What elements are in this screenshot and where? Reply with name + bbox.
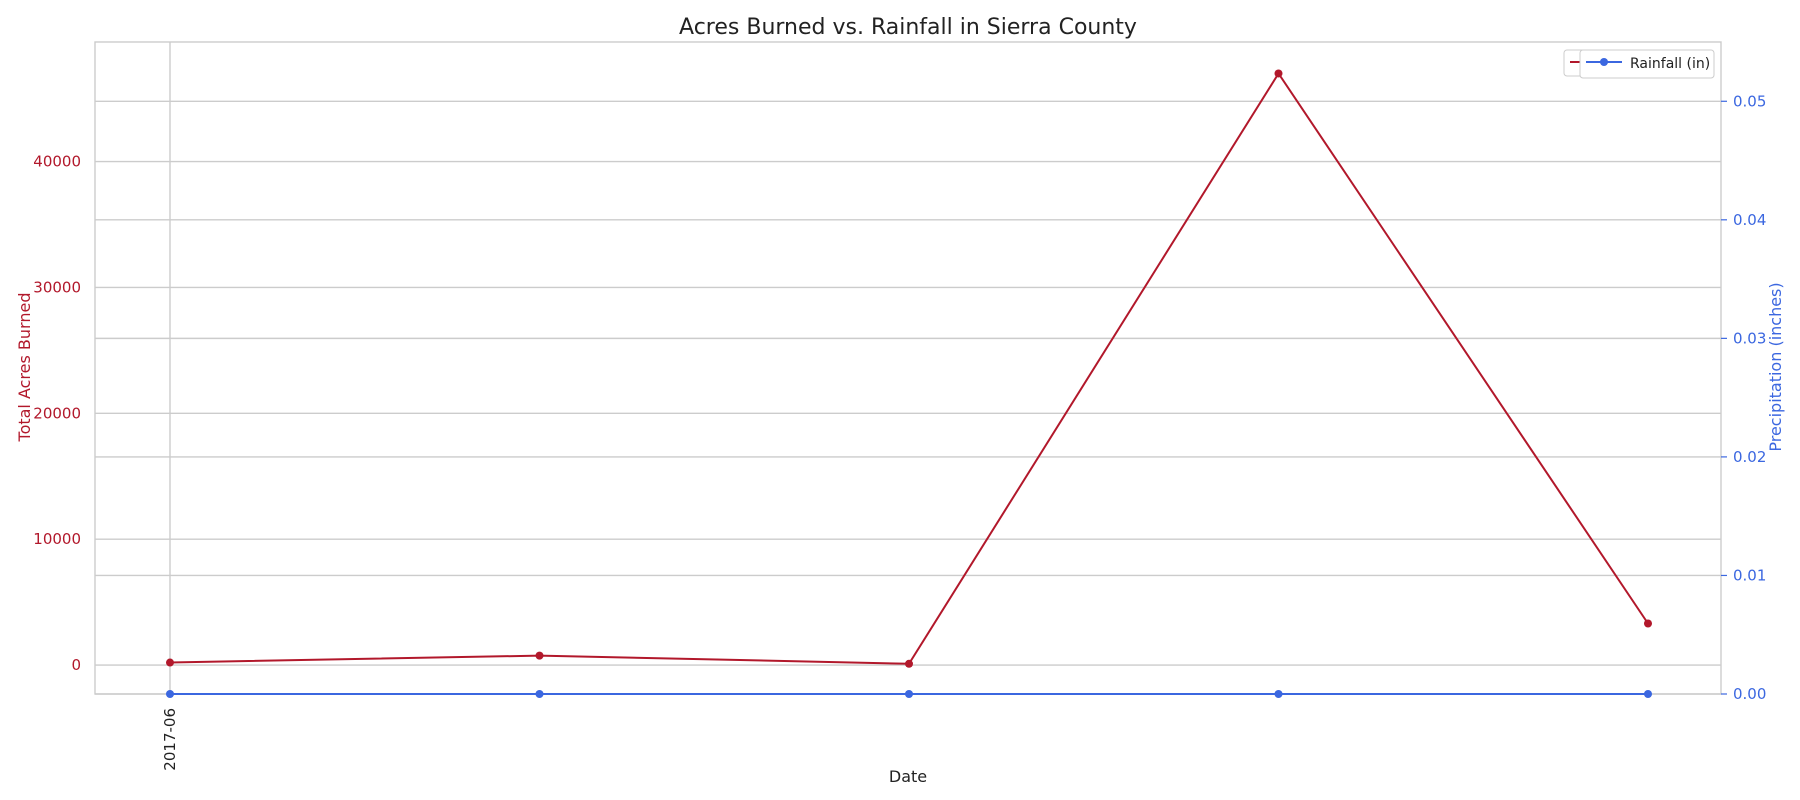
y-left-tick-label: 20000	[33, 404, 81, 422]
data-point-right	[535, 690, 544, 698]
chart-title: Acres Burned vs. Rainfall in Sierra Coun…	[679, 15, 1137, 40]
legend-right-marker	[1600, 58, 1608, 66]
legend-right-box	[1579, 49, 1715, 79]
y-left-tick-label: 0	[71, 656, 81, 674]
data-point-right	[166, 690, 174, 698]
data-point-left	[1644, 619, 1652, 628]
data-point-left	[905, 659, 913, 668]
data-point-left	[166, 658, 174, 667]
data-point-right	[905, 690, 913, 698]
data-point-right	[1274, 690, 1283, 698]
y-right-tick-label: 0.05	[1733, 92, 1766, 110]
y-right-tick-label: 0.02	[1733, 448, 1766, 466]
legend-right-text: Rainfall (in)	[1630, 56, 1710, 72]
data-point-left	[535, 651, 544, 660]
y-right-tick-label: 0.04	[1733, 211, 1766, 229]
y-axis-left-label: Total Acres Burned	[15, 293, 34, 443]
data-point-right	[1644, 690, 1652, 698]
y-axis-right-label: Precipitation (inches)	[1766, 282, 1785, 451]
y-right-tick-label: 0.01	[1733, 566, 1766, 584]
series-lines	[166, 69, 1652, 698]
legend-right: Rainfall (in)	[1579, 49, 1715, 79]
data-point-left	[1274, 69, 1283, 78]
y-right-tick-label: 0.00	[1733, 685, 1766, 703]
y-left-tick-label: 40000	[33, 153, 81, 171]
axes: 0 10000 20000 30000 40000 0.00 0.01 0.02 0.03 0.0…	[33, 92, 1766, 770]
y-right-tick-label: 0.03	[1733, 329, 1766, 347]
x-tick-label: 2017-06	[161, 708, 179, 771]
y-left-tick-label: 30000	[33, 278, 81, 296]
y-left-tick-label: 10000	[33, 530, 81, 548]
x-axis-label: Date	[889, 767, 927, 786]
